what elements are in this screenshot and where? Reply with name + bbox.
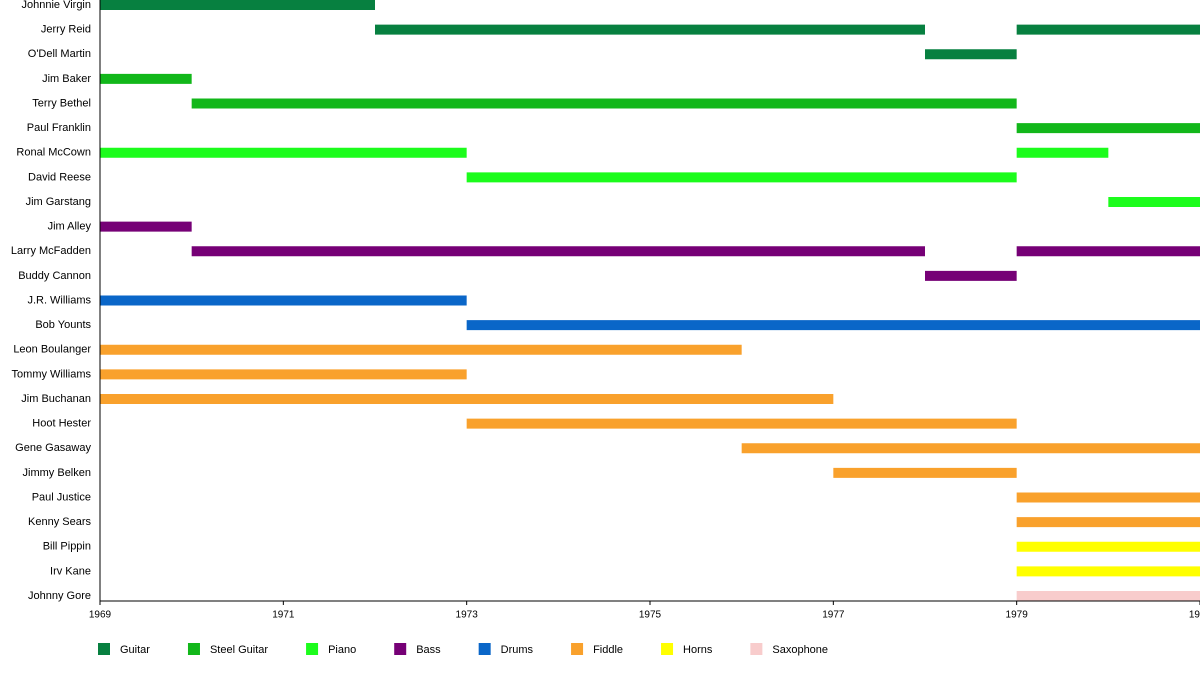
bar [741,443,1200,454]
legend-label: Bass [416,644,441,656]
bar [1016,492,1200,503]
bar [925,49,1017,60]
row-label: Paul Franklin [27,122,91,134]
bar [1016,566,1200,577]
x-tick-label: 1977 [822,610,845,621]
legend-label: Drums [501,644,534,656]
bar [466,172,1017,183]
bar [466,418,1017,429]
legend-label: Horns [683,644,713,656]
legend-swatch [394,643,407,655]
row-label: Terry Bethel [32,97,91,109]
bar [1016,123,1200,134]
row-label: Hoot Hester [32,418,91,430]
legend-swatch [187,643,200,655]
row-label: Jim Baker [42,73,91,85]
row-label: Larry McFadden [11,245,91,257]
row-label: Jimmy Belken [23,467,91,479]
row-label: Jerry Reid [41,24,91,36]
row-label: Jim Garstang [26,196,91,208]
bar [925,270,1017,281]
row-label: J.R. Williams [27,294,91,306]
bar [100,221,192,232]
legend-swatch [98,643,110,655]
row-label: Irv Kane [50,565,91,577]
legend-swatch [750,643,763,655]
bar [1016,24,1200,35]
row-label: Kenny Sears [28,516,91,528]
bar [375,24,925,35]
row-label: Jim Buchanan [21,393,91,405]
row-label: Johnnie Virgin [21,0,91,11]
row-label: Buddy Cannon [18,270,91,282]
bar [1016,541,1200,552]
bar [100,147,467,158]
row-label: Bob Younts [35,319,91,331]
bar [100,73,192,84]
bar [191,246,925,257]
legend-swatch [478,643,491,655]
bar [1016,147,1109,158]
x-tick-label: 1979 [1006,610,1029,621]
x-tick-label: 1973 [456,610,479,621]
bar [100,344,742,355]
bar [1016,591,1200,601]
bar [1108,197,1200,207]
legend-label: Steel Guitar [210,644,268,656]
row-label: Gene Gasaway [15,442,91,454]
row-label: Tommy Williams [12,368,92,380]
x-tick-label: 1975 [639,610,662,621]
bar [466,320,1200,331]
bar [100,0,375,10]
bar [100,295,467,306]
row-label: Paul Justice [32,491,91,503]
legend-label: Saxophone [772,644,828,656]
legend-swatch [661,643,674,655]
legend-swatch [571,643,584,655]
bar [100,369,467,380]
row-label: Leon Boulanger [13,344,91,356]
row-label: Ronal McCown [16,147,91,159]
x-tick-label: 1981 [1189,610,1200,621]
row-label: David Reese [28,171,91,183]
row-label: Jim Alley [48,221,92,233]
legend-label: Piano [328,644,356,656]
bar [191,98,1017,109]
bar [1016,517,1200,528]
bar [1016,246,1200,257]
row-label: O'Dell Martin [28,48,91,60]
x-tick-label: 1969 [89,610,112,621]
row-label: Johnny Gore [28,590,91,602]
legend-label: Guitar [120,644,150,656]
legend-label: Fiddle [593,644,623,656]
legend-swatch [306,643,319,655]
bar [100,394,834,404]
x-tick-label: 1971 [272,610,295,621]
bar [833,467,1017,478]
row-label: Bill Pippin [43,541,91,553]
